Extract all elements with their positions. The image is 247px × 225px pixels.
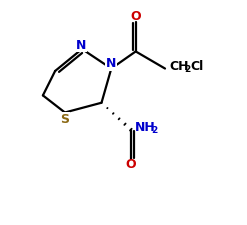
Text: 2: 2 [184,65,190,74]
Text: O: O [125,158,136,171]
Text: O: O [130,10,141,23]
Text: NH: NH [135,121,156,134]
Text: N: N [76,39,86,52]
Text: 2: 2 [151,126,157,135]
Text: CH: CH [169,60,189,73]
Text: S: S [60,113,69,126]
Text: Cl: Cl [191,60,204,73]
Text: N: N [106,57,117,70]
